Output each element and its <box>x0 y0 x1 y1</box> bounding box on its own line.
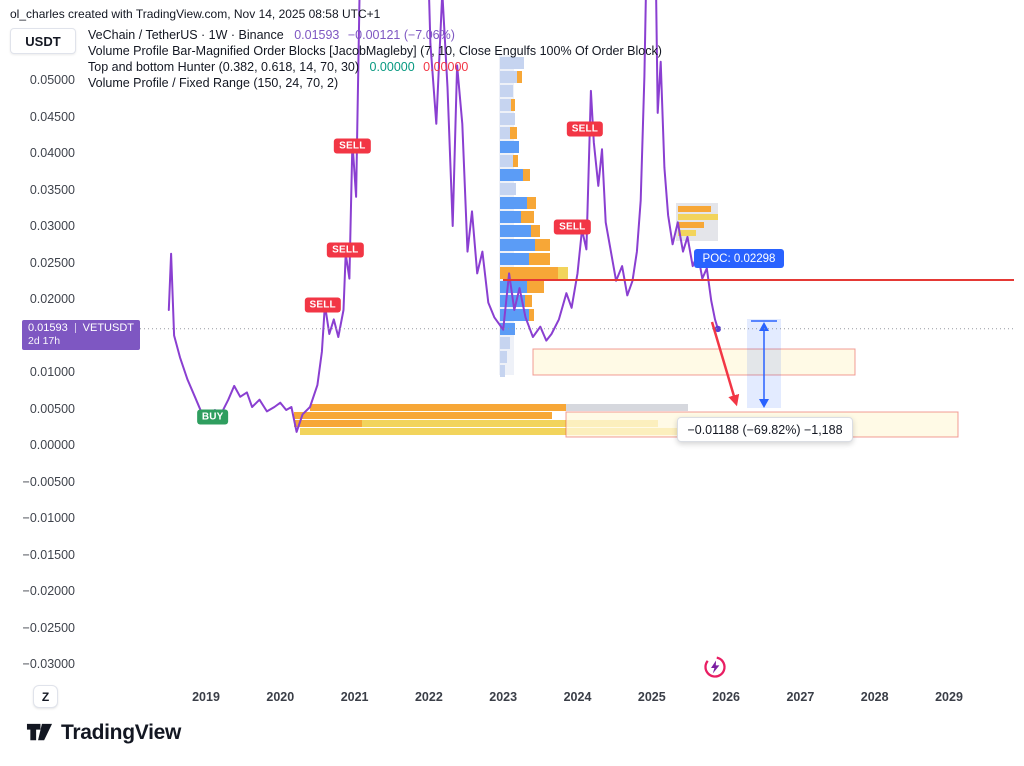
volume-profile-bar <box>531 225 540 237</box>
flash-icon[interactable] <box>702 654 728 680</box>
legend-indicator-volume-profile-ob[interactable]: Volume Profile Bar-Magnified Order Block… <box>88 44 662 58</box>
volume-profile-bar <box>500 211 521 223</box>
symbol-search-button[interactable]: USDT <box>10 28 76 54</box>
tradingview-logo-text: TradingView <box>61 720 182 744</box>
volume-profile-bar <box>500 71 517 83</box>
price-label-value: 0.01593 <box>28 321 68 334</box>
price-label-separator <box>74 322 76 333</box>
fixed-range-bar <box>294 420 362 427</box>
indicator-value-up: 0.00000 <box>369 60 415 74</box>
volume-profile-bar <box>527 281 544 293</box>
volume-profile-bar <box>500 99 511 111</box>
fixed-range-bar <box>362 420 658 427</box>
legend-indicator-top-bottom-hunter[interactable]: Top and bottom Hunter (0.382, 0.618, 14,… <box>88 59 662 75</box>
volume-profile-bar <box>527 197 536 209</box>
fixed-range-bar <box>310 404 566 411</box>
volume-profile-bar <box>523 169 530 181</box>
volume-profile-bar <box>500 351 507 363</box>
volume-profile-bar <box>500 239 535 251</box>
last-price-value: 0.01593 <box>294 28 340 42</box>
volume-profile-bar <box>510 127 517 139</box>
price-line <box>167 0 719 433</box>
indicator-label: Top and bottom Hunter (0.382, 0.618, 14,… <box>88 60 360 74</box>
volume-profile-bar <box>558 267 568 279</box>
volume-profile-bar <box>500 183 516 195</box>
price-lines-layer <box>88 279 1014 330</box>
fixed-range-bar <box>566 404 688 411</box>
price-label-symbol: VETUSDT <box>82 321 134 334</box>
fixed-range-bar <box>300 428 682 435</box>
indicator-value-down: 0.00000 <box>423 60 469 74</box>
volume-profile-bar <box>525 295 532 307</box>
tradingview-logo-mark <box>26 723 53 741</box>
order-block-bar <box>678 230 696 236</box>
volume-profile-bar <box>500 281 527 293</box>
volume-profile-bar <box>500 141 519 153</box>
volume-profile-bar <box>500 225 531 237</box>
trend-arrow <box>710 321 740 407</box>
last-price-dot <box>714 325 722 333</box>
order-block-bar <box>678 222 704 228</box>
price-series-layer <box>167 0 722 433</box>
price-change-value: −0.00121 (−7.06%) <box>347 28 455 42</box>
bar-countdown: 2d 17h <box>28 334 61 347</box>
volume-profile-bar <box>500 337 510 349</box>
legend-indicator-volume-profile-fixed[interactable]: Volume Profile / Fixed Range (150, 24, 7… <box>88 76 339 90</box>
timezone-button[interactable]: Z <box>33 685 58 708</box>
measurement-tooltip: −0.01188 (−69.82%) −1,188 <box>677 417 853 442</box>
drawings-layer <box>710 319 781 408</box>
poc-price-label: POC: 0.02298 <box>694 249 784 268</box>
symbol-title: VeChain / TetherUS · 1W · Binance <box>88 28 284 42</box>
volume-profile-bar <box>500 309 529 321</box>
volume-profile-bar <box>500 253 529 265</box>
volume-profile-bar <box>521 211 534 223</box>
tradingview-logo[interactable]: TradingView <box>26 719 181 746</box>
volume-profile-bar <box>535 239 550 251</box>
volume-profile-bar <box>529 253 550 265</box>
volume-profile-bar <box>500 85 513 97</box>
measure-arrow-down <box>759 399 769 408</box>
volume-profile-bar <box>500 365 505 377</box>
volume-profile-bar <box>500 113 515 125</box>
chart-legend: VeChain / TetherUS · 1W · Binance 0.0159… <box>88 27 662 91</box>
fixed-range-bar <box>294 412 552 419</box>
volume-profile-bar <box>500 169 523 181</box>
volume-profile-bar <box>500 155 513 167</box>
volume-profile-bar <box>517 71 522 83</box>
volume-profile-bar <box>500 197 527 209</box>
volume-profile-bar <box>500 127 510 139</box>
order-block-bar <box>678 206 711 212</box>
order-block-bar <box>678 214 718 220</box>
legend-symbol-row[interactable]: VeChain / TetherUS · 1W · Binance 0.0159… <box>88 27 662 43</box>
volume-profile-bar <box>513 155 518 167</box>
volume-profile-bar <box>511 99 515 111</box>
current-price-label: 0.01593 VETUSDT 2d 17h <box>22 319 140 350</box>
volume-profile-bar <box>500 267 558 279</box>
chart-canvas[interactable] <box>0 0 1024 712</box>
volume-profile-bar <box>500 57 524 69</box>
attribution-text: ol_charles created with TradingView.com,… <box>10 7 381 21</box>
order-block-zone <box>532 348 856 376</box>
measure-arrow-up <box>759 322 769 331</box>
volume-profile-bar <box>529 309 534 321</box>
